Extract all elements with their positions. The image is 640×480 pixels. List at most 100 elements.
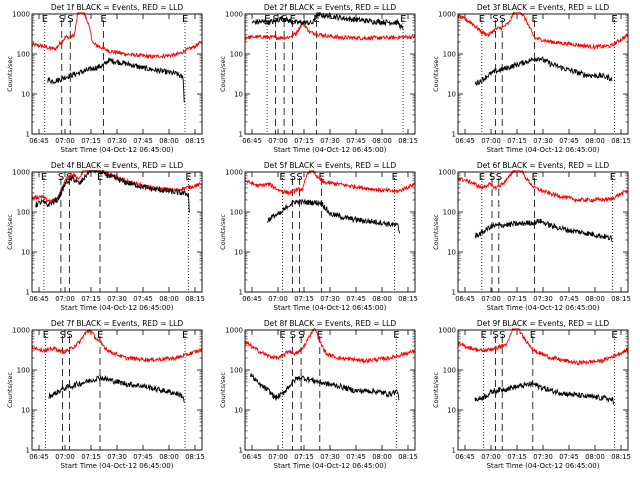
- x-tick-label: 08:15: [398, 137, 418, 145]
- panel-title: Det 2f BLACK = Events, RED = LLD: [264, 3, 397, 12]
- series-events-line: [474, 218, 613, 242]
- x-tick-label: 07:45: [559, 453, 579, 461]
- y-tick-label: 10: [234, 407, 243, 415]
- x-tick-label: 07:45: [133, 137, 153, 145]
- plot-frame: [244, 13, 416, 135]
- x-tick-label: 07:30: [107, 453, 127, 461]
- marker-label-e: E: [317, 330, 323, 341]
- plot-frame: [457, 171, 629, 293]
- y-tick-label: 1: [26, 289, 30, 297]
- marker-label-e: E: [530, 330, 536, 341]
- y-tick-label: 1000: [12, 169, 30, 177]
- marker-label-e: E: [279, 330, 285, 341]
- y-tick-label: 1000: [12, 11, 30, 19]
- series-lld-line: [245, 170, 415, 197]
- x-axis-label: Start Time (04-Oct-12 06:45:00): [487, 304, 600, 312]
- detector-panel-7: Det 7f BLACK = Events, RED = LLD 1 10 100 10…: [6, 319, 205, 470]
- series-events-line: [48, 374, 185, 403]
- y-tick-label: 10: [21, 407, 30, 415]
- x-tick-label: 08:00: [159, 295, 179, 303]
- y-tick-label: 1: [26, 131, 30, 139]
- series-lld-line: [32, 329, 202, 363]
- y-tick-label: 10: [447, 91, 456, 99]
- x-tick-label: 07:30: [320, 453, 340, 461]
- x-tick-label: 08:15: [185, 295, 205, 303]
- marker-label-s: S: [59, 14, 65, 25]
- x-axis-label: Start Time (04-Oct-12 06:45:00): [274, 462, 387, 470]
- x-tick-label: 07:30: [107, 137, 127, 145]
- series-events-line: [47, 57, 185, 103]
- marker-label-s: S: [290, 172, 296, 183]
- marker-label-e: E: [290, 14, 296, 25]
- plot-frame: [457, 13, 629, 135]
- y-tick-label: 1000: [12, 327, 30, 335]
- x-tick-label: 07:30: [533, 295, 553, 303]
- marker-label-s: S: [499, 330, 505, 341]
- x-tick-label: 07:15: [294, 453, 314, 461]
- x-tick-label: 07:00: [268, 137, 288, 145]
- series-lld-line: [458, 170, 628, 204]
- y-axis-label: Counts/sec: [6, 372, 14, 408]
- series-lld-line: [458, 328, 628, 366]
- plot-frame: [31, 329, 203, 451]
- y-tick-label: 100: [17, 209, 30, 217]
- x-tick-label: 07:45: [346, 295, 366, 303]
- x-tick-label: 08:15: [611, 453, 631, 461]
- detector-panel-9: Det 9f BLACK = Events, RED = LLD 1 10 100 10…: [432, 319, 631, 470]
- x-tick-label: 08:15: [185, 453, 205, 461]
- marker-label-e: E: [610, 172, 616, 183]
- marker-label-e: E: [43, 330, 49, 341]
- y-axis-label: Counts/sec: [432, 214, 440, 250]
- x-tick-label: 07:30: [533, 453, 553, 461]
- series-events-line: [474, 381, 614, 405]
- y-tick-label: 1: [452, 447, 456, 455]
- x-tick-label: 08:15: [398, 295, 418, 303]
- y-axis-label: Counts/sec: [219, 372, 227, 408]
- marker-label-e: E: [611, 14, 617, 25]
- marker-label-e: E: [481, 330, 487, 341]
- y-tick-label: 1000: [438, 169, 456, 177]
- y-tick-label: 1000: [438, 327, 456, 335]
- x-tick-label: 07:15: [294, 137, 314, 145]
- x-tick-label: 07:45: [559, 295, 579, 303]
- series-events-line: [474, 56, 613, 86]
- marker-label-e: E: [393, 330, 399, 341]
- x-tick-label: 07:00: [55, 453, 75, 461]
- y-tick-label: 10: [234, 91, 243, 99]
- marker-label-e: E: [41, 172, 47, 183]
- x-tick-label: 06:45: [242, 453, 262, 461]
- panel-title: Det 7f BLACK = Events, RED = LLD: [51, 319, 184, 328]
- y-tick-label: 100: [443, 209, 456, 217]
- y-tick-label: 100: [443, 51, 456, 59]
- series-lld-line: [32, 12, 202, 60]
- y-tick-label: 100: [230, 367, 243, 375]
- x-tick-label: 08:15: [398, 453, 418, 461]
- marker-label-s: S: [58, 172, 64, 183]
- y-tick-label: 1000: [225, 11, 243, 19]
- x-tick-label: 07:15: [81, 295, 101, 303]
- y-tick-label: 1: [26, 447, 30, 455]
- x-tick-label: 07:45: [559, 137, 579, 145]
- y-axis-label: Counts/sec: [6, 56, 14, 92]
- x-tick-label: 07:00: [55, 295, 75, 303]
- marker-label-s: S: [290, 330, 296, 341]
- marker-label-e: E: [279, 172, 285, 183]
- marker-label-e: E: [42, 14, 48, 25]
- marker-label-e: E: [392, 172, 398, 183]
- y-tick-label: 10: [447, 249, 456, 257]
- y-tick-label: 1: [239, 447, 243, 455]
- y-tick-label: 10: [21, 249, 30, 257]
- series-lld-line: [458, 12, 628, 50]
- y-axis-label: Counts/sec: [219, 56, 227, 92]
- marker-label-s: S: [67, 14, 73, 25]
- panel-title: Det 4f BLACK = Events, RED = LLD: [51, 161, 184, 170]
- detector-panel-6: Det 6f BLACK = Events, RED = LLD 1 10 100 10…: [432, 161, 631, 312]
- marker-label-e: E: [532, 172, 538, 183]
- series-events-line: [251, 12, 404, 31]
- x-tick-label: 07:00: [481, 295, 501, 303]
- panel-title: Det 8f BLACK = Events, RED = LLD: [264, 319, 397, 328]
- x-tick-label: 06:45: [455, 137, 475, 145]
- y-tick-label: 1000: [225, 169, 243, 177]
- marker-label-e: E: [479, 14, 485, 25]
